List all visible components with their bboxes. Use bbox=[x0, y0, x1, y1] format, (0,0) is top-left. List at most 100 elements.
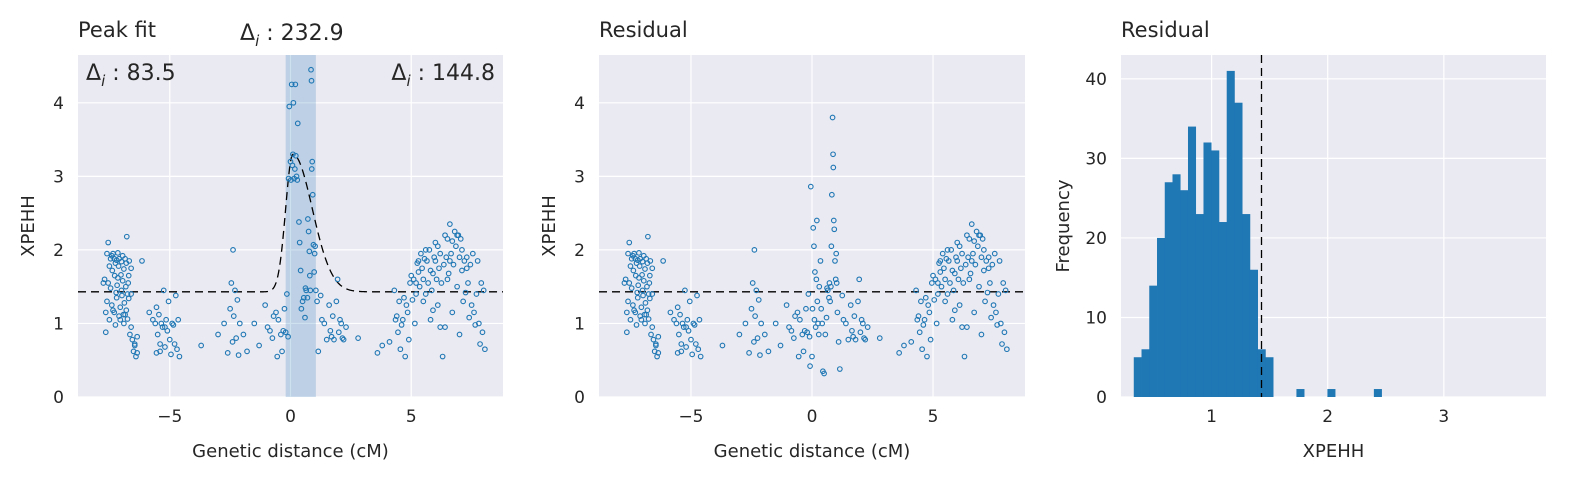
data-point bbox=[434, 302, 441, 308]
data-point bbox=[876, 335, 883, 342]
data-point bbox=[650, 336, 657, 343]
data-point bbox=[795, 353, 802, 360]
data-point bbox=[1002, 287, 1009, 294]
data-point bbox=[834, 309, 841, 316]
data-point bbox=[742, 320, 749, 327]
data-point bbox=[655, 333, 662, 340]
data-point bbox=[937, 269, 944, 275]
data-point bbox=[935, 291, 941, 297]
data-point bbox=[128, 265, 134, 272]
y-tick-label: 20 bbox=[1085, 229, 1107, 249]
data-point bbox=[432, 239, 439, 246]
delta-annotation-center: Δi : 232.9 bbox=[240, 21, 344, 50]
histogram-bar bbox=[1149, 285, 1158, 397]
data-point bbox=[913, 287, 919, 294]
data-point bbox=[958, 265, 964, 272]
data-point bbox=[312, 243, 318, 250]
data-point bbox=[296, 219, 302, 225]
data-point bbox=[480, 287, 487, 294]
data-point bbox=[415, 269, 422, 275]
data-point bbox=[127, 331, 133, 338]
data-point bbox=[633, 260, 640, 266]
data-point bbox=[294, 120, 301, 127]
data-point bbox=[450, 261, 457, 268]
histogram-bar bbox=[1180, 190, 1189, 397]
data-point bbox=[695, 346, 702, 353]
data-point bbox=[797, 316, 803, 323]
data-point bbox=[306, 272, 313, 279]
data-point bbox=[311, 269, 318, 275]
data-point bbox=[772, 320, 779, 327]
data-point bbox=[648, 331, 654, 338]
data-point bbox=[337, 316, 343, 323]
data-point bbox=[339, 335, 346, 342]
data-point bbox=[1000, 280, 1007, 286]
data-point bbox=[175, 316, 182, 323]
data-point bbox=[104, 298, 110, 305]
data-point bbox=[110, 307, 116, 314]
data-point bbox=[949, 316, 956, 323]
data-point bbox=[153, 304, 160, 311]
data-point bbox=[843, 320, 849, 327]
data-point bbox=[931, 297, 938, 303]
data-point bbox=[993, 309, 999, 316]
data-point bbox=[171, 341, 178, 347]
data-point bbox=[636, 275, 642, 281]
data-point bbox=[460, 298, 467, 305]
data-point bbox=[824, 287, 831, 294]
data-point bbox=[274, 353, 281, 360]
data-point bbox=[678, 341, 685, 347]
data-point bbox=[292, 152, 299, 159]
data-point bbox=[901, 342, 907, 349]
data-point bbox=[805, 291, 812, 297]
data-point bbox=[800, 348, 807, 355]
data-point bbox=[810, 224, 817, 231]
data-point bbox=[981, 267, 987, 274]
data-point bbox=[459, 247, 465, 253]
data-point bbox=[938, 283, 945, 290]
data-point bbox=[123, 233, 130, 240]
data-point bbox=[623, 329, 630, 336]
histogram-bar bbox=[1226, 70, 1235, 397]
data-point bbox=[655, 350, 662, 356]
data-point bbox=[102, 329, 109, 336]
data-point bbox=[432, 258, 439, 264]
data-point bbox=[965, 254, 971, 261]
data-point bbox=[391, 287, 398, 294]
data-point bbox=[979, 236, 986, 242]
histogram-bar bbox=[1327, 389, 1336, 397]
data-point bbox=[477, 341, 483, 347]
y-axis-label: XPEHH bbox=[539, 195, 560, 257]
data-point bbox=[746, 350, 752, 356]
data-point bbox=[215, 331, 221, 338]
data-point bbox=[327, 327, 334, 334]
data-point bbox=[646, 280, 653, 286]
data-point bbox=[166, 336, 173, 343]
data-point bbox=[915, 313, 922, 319]
data-point bbox=[845, 336, 852, 343]
data-point bbox=[984, 289, 991, 296]
data-point bbox=[116, 313, 122, 319]
data-point bbox=[131, 341, 138, 347]
histogram-bar bbox=[1203, 142, 1212, 397]
data-point bbox=[971, 238, 978, 244]
histogram-bar bbox=[1373, 389, 1382, 397]
data-point bbox=[109, 267, 116, 274]
data-point bbox=[819, 320, 826, 327]
data-point bbox=[424, 258, 430, 264]
data-point bbox=[374, 350, 381, 356]
data-point bbox=[861, 335, 867, 342]
data-point bbox=[106, 316, 113, 323]
data-point bbox=[119, 292, 125, 299]
histogram-bar bbox=[1211, 150, 1220, 397]
data-point bbox=[673, 320, 680, 327]
data-point bbox=[654, 353, 660, 360]
data-point bbox=[638, 316, 645, 323]
data-point bbox=[334, 276, 341, 283]
histogram-bar bbox=[1141, 349, 1150, 397]
data-point bbox=[418, 250, 424, 257]
data-point bbox=[647, 258, 654, 264]
data-point bbox=[1003, 346, 1010, 353]
data-point bbox=[691, 322, 698, 328]
histogram-bar bbox=[1242, 214, 1251, 397]
